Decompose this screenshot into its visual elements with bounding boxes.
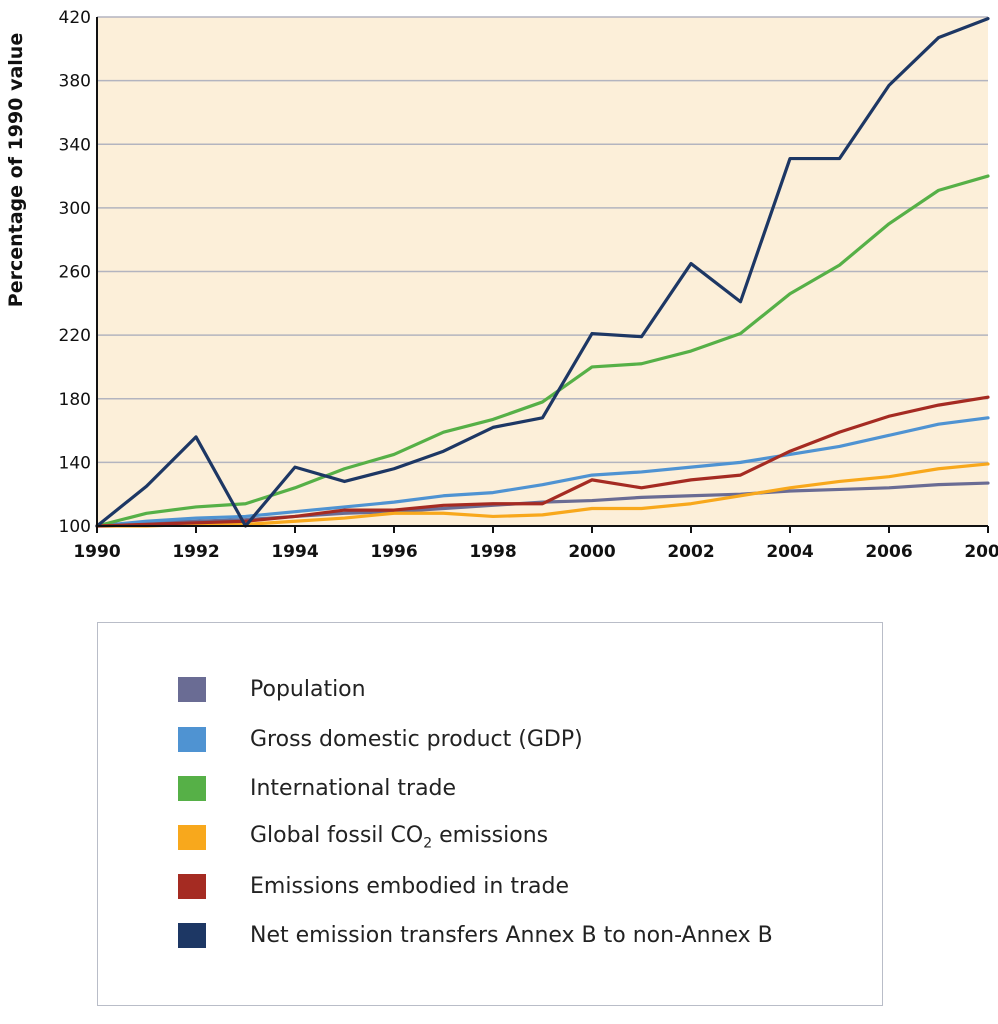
legend: Population Gross domestic product (GDP) … <box>97 622 883 1006</box>
x-tick-label: 1992 <box>172 542 219 562</box>
legend-item-gdp: Gross domestic product (GDP) <box>178 724 583 754</box>
y-tick-label: 260 <box>59 263 91 283</box>
series-line-1 <box>95 416 990 528</box>
series-line-2 <box>95 174 990 528</box>
legend-item-international-trade: International trade <box>178 773 456 803</box>
series-lines <box>95 16 990 528</box>
series-line-4 <box>95 395 990 528</box>
legend-label: Net emission transfers Annex B to non-An… <box>250 922 773 948</box>
y-tick-label: 180 <box>59 390 91 410</box>
x-tick-label: 2006 <box>865 542 912 562</box>
legend-swatch <box>178 873 206 899</box>
x-tick-label: 1996 <box>370 542 417 562</box>
y-tick-label: 220 <box>59 326 91 346</box>
y-tick-label: 140 <box>59 453 91 473</box>
legend-label-prefix: Global fossil CO <box>250 822 424 848</box>
legend-label: Emissions embodied in trade <box>250 873 569 899</box>
x-tick-label: 1990 <box>73 542 120 562</box>
legend-swatch <box>178 775 206 801</box>
x-tick-label: 2000 <box>568 542 615 562</box>
legend-swatch <box>178 824 206 850</box>
legend-swatch <box>178 676 206 702</box>
y-tick-label: 300 <box>59 199 91 219</box>
legend-swatch <box>178 726 206 752</box>
legend-label: Global fossil CO2 emissions <box>250 823 548 851</box>
x-tick-label: 2002 <box>667 542 714 562</box>
y-tick-label: 100 <box>59 517 91 537</box>
legend-item-emissions-embodied: Emissions embodied in trade <box>178 871 569 901</box>
x-tick-label: 2004 <box>766 542 813 562</box>
x-tick-label: 2008 <box>964 542 998 562</box>
legend-label-subscript: 2 <box>423 835 433 852</box>
legend-item-population: Population <box>178 674 366 704</box>
legend-item-co2-emissions: Global fossil CO2 emissions <box>178 822 548 852</box>
y-tick-label: 380 <box>59 72 91 92</box>
y-tick-label: 340 <box>59 135 91 155</box>
legend-swatch <box>178 922 206 948</box>
y-axis-title: Percentage of 1990 value <box>5 33 27 307</box>
legend-label: Gross domestic product (GDP) <box>250 726 583 752</box>
line-chart: 100 140 180 220 260 300 340 380 420 1990 1992 1994… <box>5 8 998 562</box>
legend-label: International trade <box>250 775 457 801</box>
x-tick-labels: 1990 1992 1994 1996 1998 2000 2002 2004 2006 2008 <box>73 526 998 562</box>
x-tick-label: 1994 <box>271 542 318 562</box>
y-tick-labels: 100 140 180 220 260 300 340 380 420 <box>59 8 91 537</box>
x-tick-label: 1998 <box>469 542 516 562</box>
legend-label-suffix: emissions <box>432 822 549 848</box>
legend-item-net-emission-transfers: Net emission transfers Annex B to non-An… <box>178 920 773 950</box>
legend-label: Population <box>250 676 366 702</box>
y-tick-label: 420 <box>59 8 91 28</box>
